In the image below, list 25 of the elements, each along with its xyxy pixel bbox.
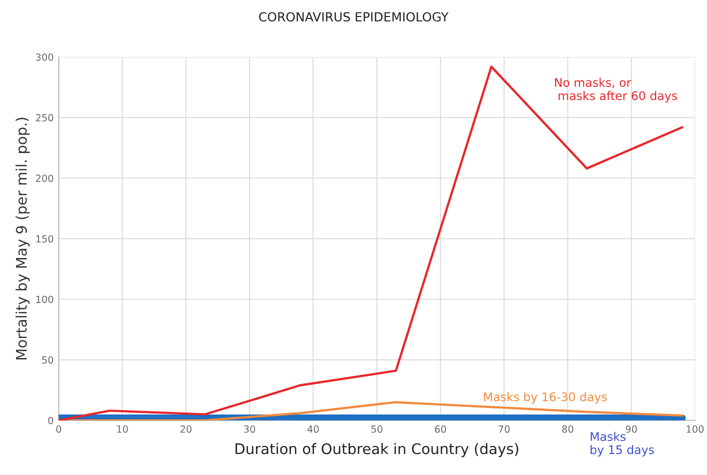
y-tick-label: 200 — [36, 174, 54, 182]
x-tick-label: 40 — [307, 425, 319, 433]
x-tick-label: 20 — [180, 425, 192, 433]
x-tick-label: 80 — [562, 425, 574, 433]
x-tick-label: 50 — [371, 425, 382, 433]
y-tick-label: 100 — [36, 296, 54, 304]
x-tick-label: 100 — [686, 425, 704, 433]
x-tick-label: 70 — [498, 425, 510, 433]
series-label: No masks, or masks after 60 days — [555, 78, 677, 102]
y-tick-label: 250 — [36, 114, 54, 122]
x-tick-label: 0 — [56, 425, 62, 433]
series-label: Masks by 15 days — [590, 432, 654, 456]
line-series — [58, 66, 684, 420]
y-axis-title: Mortality by May 9 (per mil. pop.) — [16, 118, 30, 360]
series-label: Masks by 16-30 days — [484, 392, 607, 404]
y-tick-label: 300 — [36, 53, 54, 61]
x-axis-title: Duration of Outbreak in Country (days) — [236, 442, 518, 458]
x-tick-label: 60 — [434, 425, 446, 433]
x-tick-label: 90 — [626, 425, 637, 433]
x-tick-label: 10 — [117, 425, 128, 433]
y-tick-label: 0 — [48, 416, 54, 424]
x-tick-label: 30 — [244, 425, 256, 433]
chart-title: CORONAVIRUS EPIDEMIOLOGY — [259, 12, 449, 22]
y-tick-label: 50 — [42, 356, 54, 364]
y-tick-label: 150 — [36, 235, 54, 243]
